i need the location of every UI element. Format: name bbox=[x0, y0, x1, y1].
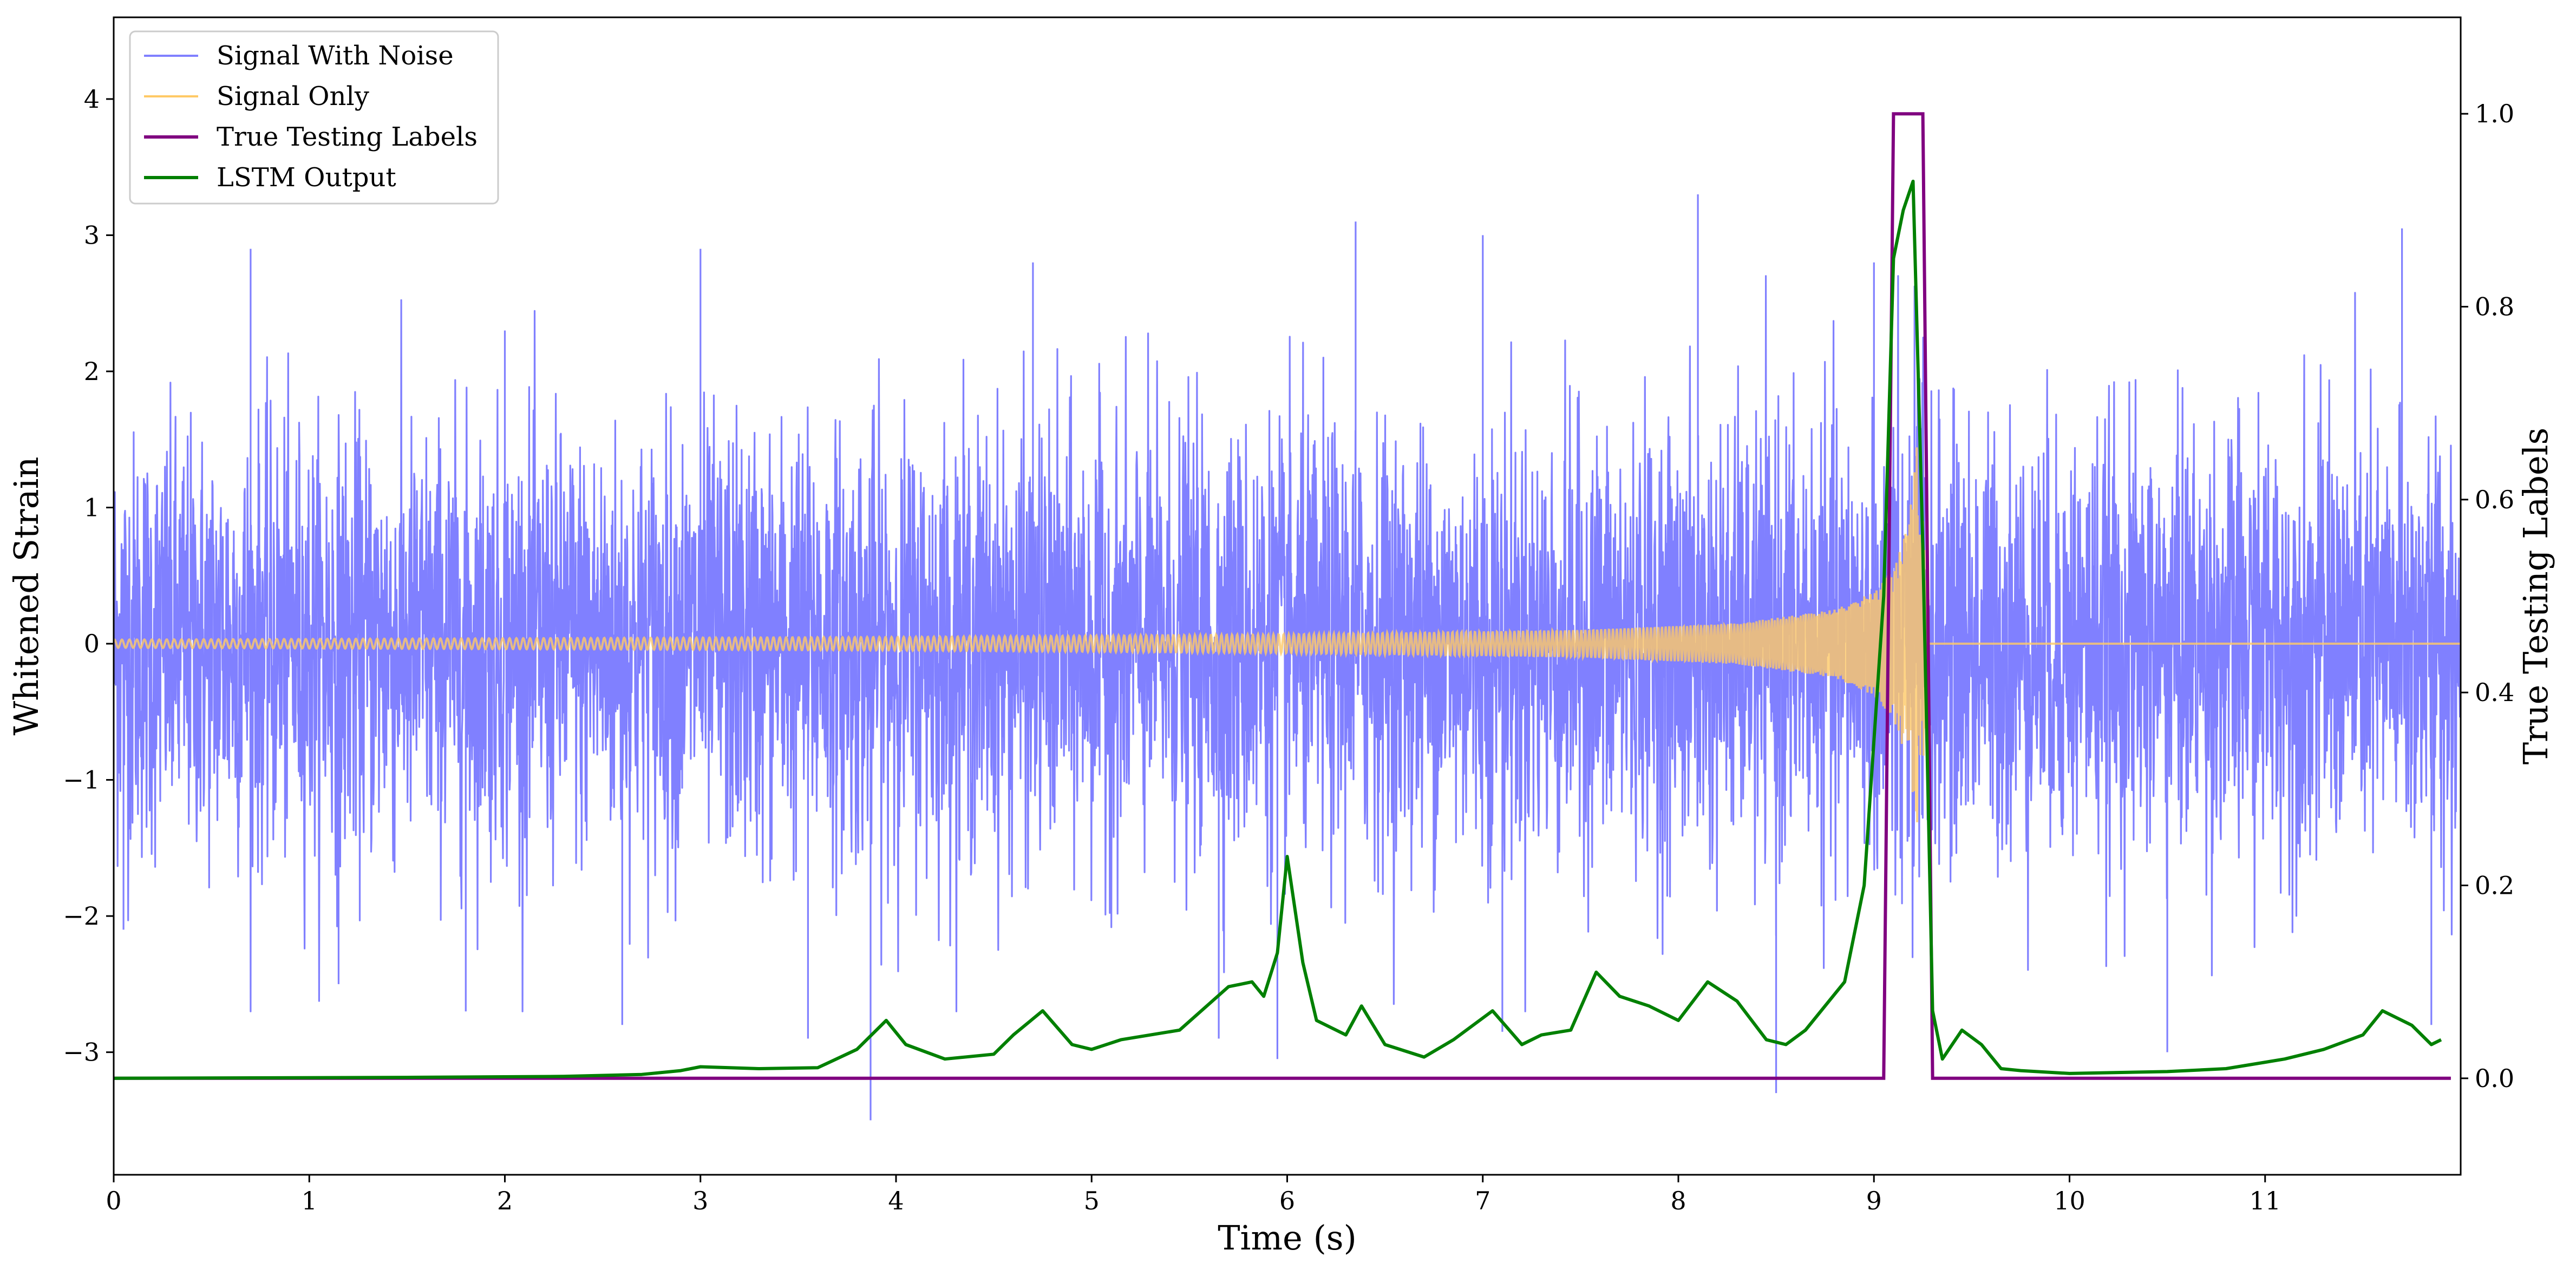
plot-layer bbox=[114, 112, 2461, 1121]
series-line-true-testing-labels bbox=[114, 112, 2451, 1080]
x-tick-label: 5 bbox=[1084, 1186, 1100, 1215]
legend-label: LSTM Output bbox=[217, 162, 396, 193]
series-line-signal-only bbox=[114, 447, 2461, 822]
plot-area bbox=[114, 112, 2461, 1121]
y-tick-label: 4 bbox=[84, 84, 100, 114]
y-axis-title: Whitened Strain bbox=[6, 457, 46, 736]
x-tick-label: 6 bbox=[1279, 1186, 1295, 1215]
y2-tick-label: 0.8 bbox=[2475, 292, 2514, 322]
y-tick-label: −2 bbox=[63, 901, 100, 931]
legend-label: Signal With Noise bbox=[217, 41, 454, 71]
y-tick-label: 3 bbox=[84, 220, 100, 250]
x-tick-label: 0 bbox=[106, 1186, 121, 1215]
legend-label: Signal Only bbox=[217, 81, 369, 112]
x-tick-label: 4 bbox=[888, 1186, 904, 1215]
legend-box bbox=[129, 30, 499, 205]
x-tick-label: 7 bbox=[1475, 1186, 1490, 1215]
series-line-lstm-output bbox=[114, 179, 2442, 1080]
x-axis-title: Time (s) bbox=[1218, 1218, 1357, 1258]
x-tick-label: 10 bbox=[2054, 1186, 2085, 1215]
y2-tick-label: 0.4 bbox=[2475, 678, 2514, 707]
y2-tick-label: 0.0 bbox=[2475, 1064, 2514, 1093]
x-tick-label: 1 bbox=[302, 1186, 317, 1215]
y2-axis-title: True Testing Labels bbox=[2516, 428, 2555, 765]
x-tick-label: 8 bbox=[1670, 1186, 1686, 1215]
y2-tick-label: 0.2 bbox=[2475, 871, 2514, 900]
y-tick-label: 0 bbox=[84, 629, 100, 658]
y-tick-label: 1 bbox=[84, 493, 100, 522]
y2-tick-label: 1.0 bbox=[2475, 99, 2514, 128]
x-tick-label: 11 bbox=[2249, 1186, 2281, 1215]
axes-layer: 0 1 2 3 4 5 6 7 8 9 10 11 −3 −2 −1 0 1 2 3 4 0.0 0.2 0.4 0.6 0.8… bbox=[63, 16, 2514, 1215]
x-tick-label: 2 bbox=[497, 1186, 513, 1215]
x-tick-label: 3 bbox=[692, 1186, 708, 1215]
y-tick-label: −3 bbox=[63, 1038, 100, 1067]
legend-label: True Testing Labels bbox=[217, 122, 478, 152]
y2-tick-label: 0.6 bbox=[2475, 485, 2514, 514]
y-tick-label: 2 bbox=[84, 357, 100, 386]
y-tick-label: −1 bbox=[63, 765, 100, 795]
series-line-signal-with-noise bbox=[114, 194, 2461, 1121]
legend: Signal With Noise Signal Only True Testing… bbox=[129, 30, 499, 205]
x-tick-label: 9 bbox=[1866, 1186, 1882, 1215]
